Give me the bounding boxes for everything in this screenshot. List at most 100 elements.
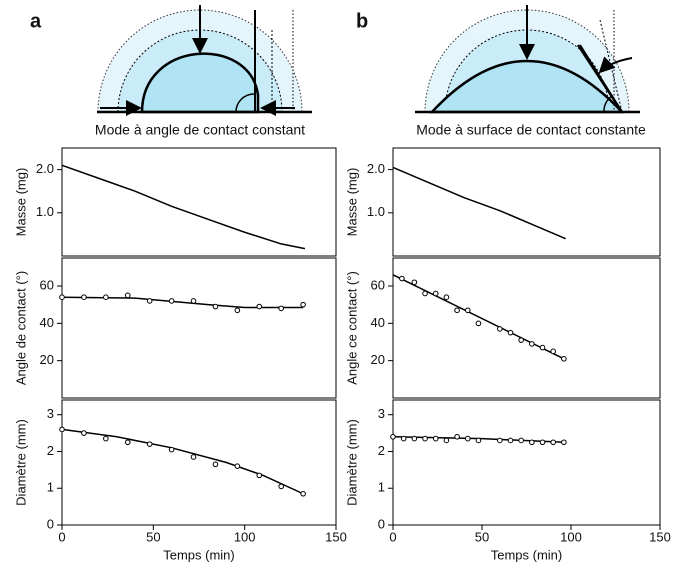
y-tick-label: 40 xyxy=(371,315,385,330)
x-tick-label: 100 xyxy=(560,529,582,544)
x-tick-label: 0 xyxy=(389,529,396,544)
data-point xyxy=(518,337,524,343)
y-tick-label: 2.0 xyxy=(367,161,385,176)
data-point xyxy=(81,294,87,301)
data-point xyxy=(464,307,471,314)
diagram-b xyxy=(415,5,640,114)
data-point xyxy=(529,341,535,347)
data-point xyxy=(390,433,396,440)
data-point xyxy=(497,326,503,332)
y-tick-label: 1.0 xyxy=(36,204,54,219)
data-point xyxy=(256,472,263,479)
y-tick-label: 60 xyxy=(40,277,54,292)
data-point xyxy=(475,320,482,327)
data-point xyxy=(475,437,482,444)
plot-frame xyxy=(61,147,337,257)
data-point xyxy=(399,275,405,282)
data-point xyxy=(411,279,418,286)
y-axis-label: Angle de contact (°) xyxy=(13,271,28,385)
data-point xyxy=(411,435,418,442)
data-point xyxy=(146,441,153,447)
data-point xyxy=(124,439,131,446)
data-point xyxy=(443,437,450,444)
data-point xyxy=(81,430,87,436)
data-point xyxy=(212,461,219,468)
data-point xyxy=(539,439,546,446)
x-tick-label: 0 xyxy=(58,529,65,544)
data-line xyxy=(61,164,306,250)
data-point xyxy=(550,348,557,355)
data-point xyxy=(124,292,131,299)
data-point xyxy=(256,303,263,310)
data-point xyxy=(422,435,428,442)
data-point xyxy=(454,307,460,314)
data-point xyxy=(168,446,175,453)
data-point xyxy=(432,435,439,442)
plot-frame xyxy=(392,147,661,257)
data-point xyxy=(278,305,285,312)
panel-caption: Mode à surface de contact constante xyxy=(416,122,646,138)
y-tick-label: 1.0 xyxy=(367,204,385,219)
y-tick-label: 20 xyxy=(371,352,385,367)
plot-frame xyxy=(61,257,337,399)
x-axis-label: Temps (min) xyxy=(163,547,235,562)
x-tick-label: 150 xyxy=(649,529,671,544)
y-tick-label: 1 xyxy=(378,480,385,495)
y-tick-label: 40 xyxy=(40,315,54,330)
data-line xyxy=(392,166,566,240)
y-tick-label: 3 xyxy=(378,406,385,421)
data-point xyxy=(443,294,450,301)
data-point xyxy=(529,439,535,446)
data-point xyxy=(146,298,153,304)
x-tick-label: 50 xyxy=(146,529,160,544)
y-tick-label: 20 xyxy=(40,352,54,367)
data-line xyxy=(61,296,304,309)
data-point xyxy=(278,483,285,490)
y-tick-label: 1 xyxy=(47,480,54,495)
data-point xyxy=(422,290,428,297)
data-point xyxy=(190,454,197,460)
data-point xyxy=(400,435,407,442)
data-point xyxy=(561,356,567,362)
data-point xyxy=(234,307,241,314)
plot-frame xyxy=(61,399,337,526)
diagram-a xyxy=(97,5,312,116)
data-point xyxy=(550,439,557,446)
x-axis-label: Temps (min) xyxy=(491,547,563,562)
y-tick-label: 0 xyxy=(378,516,385,531)
panel-label: a xyxy=(30,10,42,32)
y-tick-label: 3 xyxy=(47,406,54,421)
y-axis-label: Diamètre (mm) xyxy=(13,419,28,506)
data-point xyxy=(103,435,109,442)
data-point xyxy=(539,344,546,351)
x-tick-label: 150 xyxy=(325,529,347,544)
data-point xyxy=(454,433,460,440)
data-point xyxy=(59,294,65,301)
x-tick-label: 100 xyxy=(234,529,256,544)
panel-label: b xyxy=(356,10,368,32)
y-tick-label: 60 xyxy=(371,277,385,292)
data-point xyxy=(300,301,306,308)
panel-caption: Mode à angle de contact constant xyxy=(95,122,305,138)
y-tick-label: 2 xyxy=(47,443,54,458)
y-tick-label: 2.0 xyxy=(36,161,54,176)
data-point xyxy=(518,437,524,444)
y-axis-label: Angle ce contact (°) xyxy=(344,271,359,385)
data-point xyxy=(300,490,306,497)
data-point xyxy=(561,439,567,446)
data-point xyxy=(497,437,503,444)
data-point xyxy=(59,426,65,433)
data-point xyxy=(507,329,514,336)
data-point xyxy=(507,437,514,444)
data-point xyxy=(190,298,197,304)
data-line xyxy=(61,428,304,495)
data-point xyxy=(212,303,219,310)
data-line xyxy=(392,274,565,360)
x-tick-label: 50 xyxy=(475,529,489,544)
data-point xyxy=(432,290,439,297)
data-point xyxy=(234,463,241,469)
data-point xyxy=(103,294,109,301)
y-axis-label: Diamètre (mm) xyxy=(344,419,359,506)
data-point xyxy=(168,298,175,304)
